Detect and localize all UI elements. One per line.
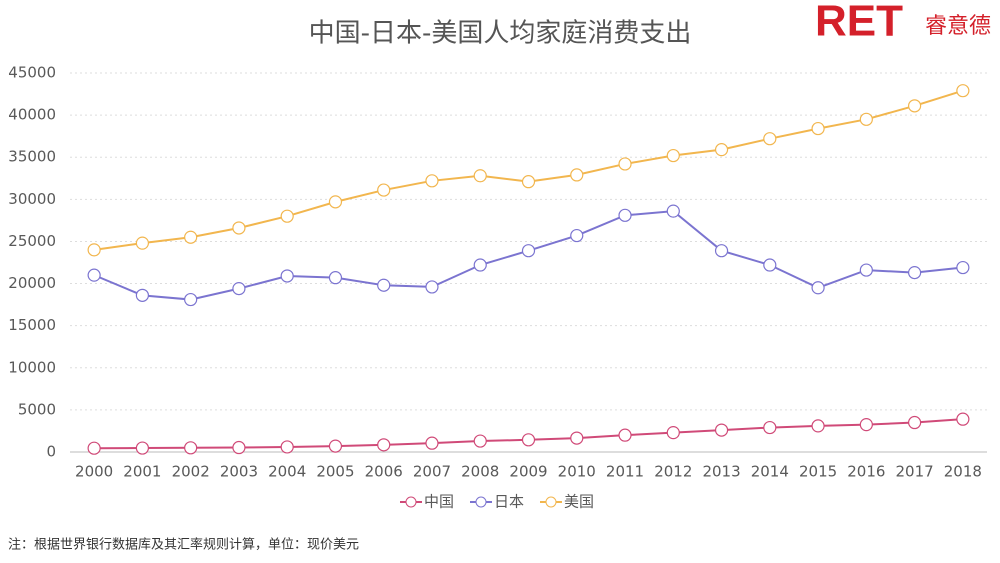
data-point xyxy=(859,263,873,277)
data-point xyxy=(714,423,729,437)
x-tick-label: 2008 xyxy=(461,463,499,481)
data-point xyxy=(232,282,246,296)
data-point xyxy=(280,209,294,223)
y-tick-label: 30000 xyxy=(8,190,56,208)
data-point xyxy=(473,169,487,183)
x-tick-label: 2017 xyxy=(896,463,934,481)
x-tick-label: 2013 xyxy=(702,463,740,481)
data-point xyxy=(328,439,343,453)
y-tick-label: 15000 xyxy=(8,316,56,334)
data-point xyxy=(570,431,584,445)
data-point xyxy=(908,266,922,280)
data-point xyxy=(859,112,873,126)
data-point xyxy=(956,260,970,275)
data-point xyxy=(377,278,391,292)
data-point xyxy=(521,175,536,189)
x-tick-label: 2010 xyxy=(558,463,596,481)
data-point xyxy=(135,236,149,250)
y-tick-label: 10000 xyxy=(8,358,56,376)
x-tick-label: 2009 xyxy=(509,463,547,481)
data-point xyxy=(811,419,825,433)
data-point xyxy=(328,195,343,209)
chart-title: 中国-日本-美国人均家庭消费支出 xyxy=(309,19,692,49)
y-tick-label: 0 xyxy=(46,443,56,461)
data-point xyxy=(280,440,294,454)
data-point xyxy=(87,441,101,455)
data-point xyxy=(280,269,294,283)
x-tick-label: 2002 xyxy=(172,463,210,481)
x-tick-label: 2015 xyxy=(799,463,837,481)
data-point xyxy=(377,438,391,452)
x-tick-label: 2014 xyxy=(751,463,789,481)
data-point xyxy=(473,434,487,448)
x-tick-label: 2011 xyxy=(606,463,644,481)
data-point xyxy=(87,243,101,257)
data-point xyxy=(184,441,198,455)
data-point xyxy=(859,418,873,432)
data-point xyxy=(618,428,632,442)
data-point xyxy=(473,258,487,272)
data-point xyxy=(232,440,246,455)
data-point xyxy=(763,420,777,435)
legend-label: 日本 xyxy=(494,493,524,511)
data-point xyxy=(425,280,439,294)
y-tick-label: 20000 xyxy=(8,274,56,292)
data-point xyxy=(714,244,729,258)
logo-text: 睿意德 xyxy=(925,14,991,39)
x-tick-label: 2003 xyxy=(220,463,258,481)
data-point xyxy=(956,84,970,98)
legend-label: 中国 xyxy=(424,493,454,511)
legend-marker xyxy=(405,496,417,508)
legend-label: 美国 xyxy=(564,493,594,511)
data-point xyxy=(570,228,584,243)
data-point xyxy=(908,415,922,430)
x-tick-label: 2016 xyxy=(847,463,885,481)
data-point xyxy=(425,174,439,188)
legend-marker xyxy=(475,496,487,508)
y-tick-label: 25000 xyxy=(8,232,56,250)
data-point xyxy=(377,183,391,197)
y-tick-label: 40000 xyxy=(8,106,56,124)
x-tick-label: 2001 xyxy=(123,463,161,481)
legend-marker xyxy=(545,496,557,508)
x-tick-label: 2005 xyxy=(316,463,354,481)
data-point xyxy=(232,221,246,235)
data-point xyxy=(135,288,149,302)
x-tick-label: 2007 xyxy=(413,463,451,481)
y-tick-label: 5000 xyxy=(18,400,56,418)
data-point xyxy=(908,99,922,113)
series-line xyxy=(93,89,964,251)
data-point xyxy=(184,230,198,244)
data-point xyxy=(521,433,536,447)
data-point xyxy=(618,157,632,171)
data-point xyxy=(666,204,680,218)
y-tick-label: 45000 xyxy=(8,64,56,82)
x-tick-label: 2018 xyxy=(944,463,982,481)
data-point xyxy=(87,268,101,282)
x-tick-label: 2004 xyxy=(268,463,306,481)
note: 注：根据世界银行数据库及其汇率规则计算，单位：现价美元 xyxy=(8,537,359,553)
data-point xyxy=(184,292,198,307)
data-point xyxy=(811,121,825,136)
data-point xyxy=(425,436,439,450)
data-point xyxy=(135,441,149,455)
x-tick-label: 2000 xyxy=(75,463,113,481)
data-point xyxy=(956,412,970,426)
data-point xyxy=(328,271,343,285)
data-point xyxy=(763,132,777,146)
data-point xyxy=(521,244,536,258)
data-point xyxy=(714,143,729,157)
x-tick-label: 2006 xyxy=(365,463,403,481)
data-point xyxy=(811,281,825,295)
data-point xyxy=(570,168,584,182)
data-point xyxy=(666,148,680,163)
x-tick-label: 2012 xyxy=(654,463,692,481)
logo-mark: RET xyxy=(815,0,903,46)
data-point xyxy=(618,208,632,222)
data-point xyxy=(763,258,777,272)
y-tick-label: 35000 xyxy=(8,148,56,166)
data-point xyxy=(666,426,680,440)
